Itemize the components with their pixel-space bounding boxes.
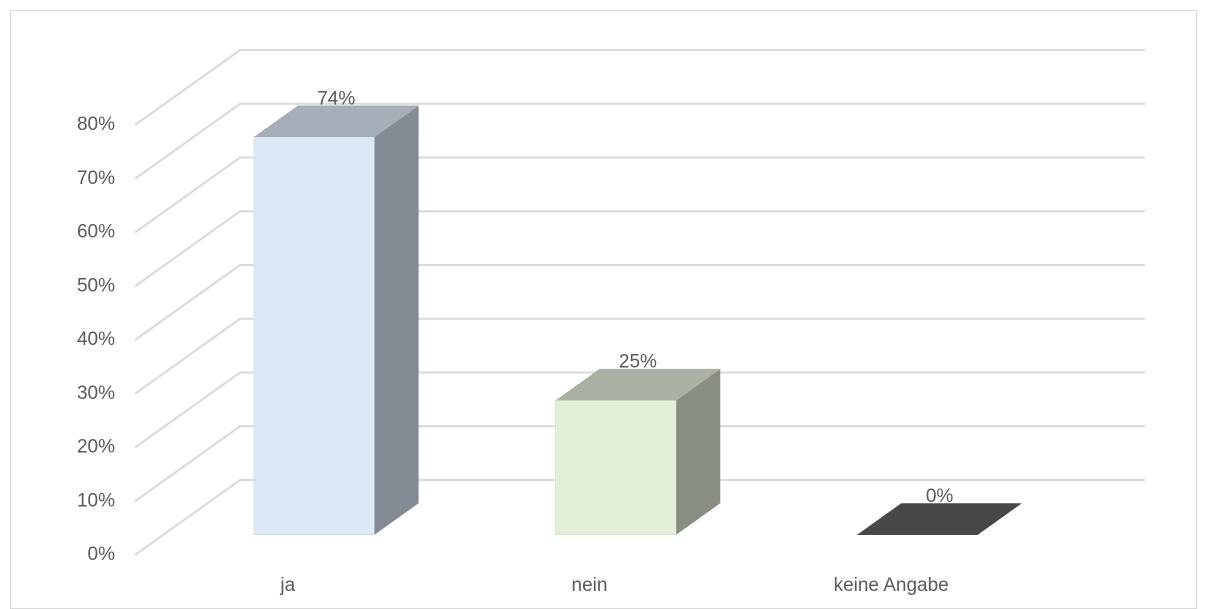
grid-line: [134, 264, 1145, 341]
y-tick-label: 60%: [77, 222, 115, 243]
bar-top: [857, 503, 1022, 535]
x-tick-label: nein: [572, 575, 608, 596]
value-label: 0%: [926, 486, 954, 507]
value-label: 25%: [619, 352, 657, 373]
y-tick-label: 50%: [77, 275, 115, 296]
y-tick-label: 80%: [77, 114, 115, 135]
y-tick-label: 20%: [77, 437, 115, 458]
y-tick-label: 0%: [88, 544, 116, 565]
bar-front: [555, 400, 677, 535]
grid-line: [134, 210, 1145, 288]
bar-side: [676, 368, 721, 535]
x-tick-label: ja: [279, 575, 295, 596]
bar-top: [253, 105, 419, 137]
y-tick-label: 30%: [77, 383, 115, 404]
grid-line: [134, 371, 1145, 449]
grid-line: [134, 102, 1145, 180]
x-tick-label: keine Angabe: [834, 575, 949, 596]
grid-line: [134, 156, 1145, 234]
grid-line: [134, 425, 1145, 503]
y-tick-label: 40%: [77, 329, 115, 350]
grid-line: [134, 317, 1145, 395]
y-tick-label: 70%: [77, 168, 115, 189]
value-label: 74%: [317, 88, 355, 109]
grid-line: [134, 479, 1145, 556]
bar-side: [374, 105, 419, 535]
bar-front: [253, 136, 375, 535]
bar-top: [555, 368, 721, 401]
grid-line: [134, 49, 1145, 126]
y-tick-label: 10%: [77, 490, 115, 511]
